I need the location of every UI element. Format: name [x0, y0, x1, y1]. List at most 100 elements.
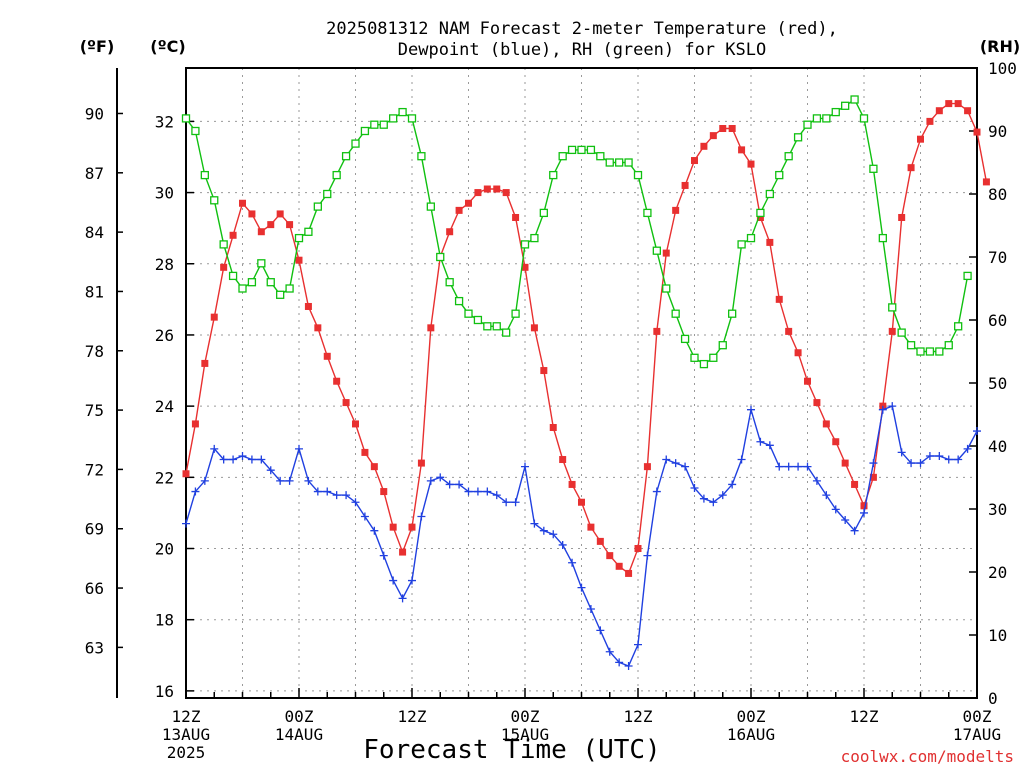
data-point	[718, 341, 727, 350]
data-point	[267, 221, 275, 229]
data-point	[935, 107, 943, 115]
data-point	[549, 530, 558, 539]
data-point	[568, 558, 577, 567]
data-point	[633, 170, 643, 180]
data-point	[624, 158, 633, 167]
data-point	[465, 199, 472, 207]
x-tick-label-line: 00Z	[737, 707, 766, 726]
data-point	[512, 213, 520, 221]
x-tick-label: 12Z 13AUG 2025	[162, 707, 210, 762]
fahrenheit-tick-label: 87	[85, 164, 104, 183]
chart-title-line-1: 2025081312 NAM Forecast 2-meter Temperat…	[326, 19, 838, 39]
data-point	[502, 498, 511, 507]
data-point	[314, 324, 322, 332]
data-point	[257, 228, 265, 236]
data-point	[916, 459, 925, 468]
data-point	[671, 459, 680, 468]
data-point	[859, 114, 869, 123]
data-point	[539, 208, 548, 218]
data-point	[502, 189, 510, 197]
data-point	[182, 470, 190, 478]
fahrenheit-tick-label: 90	[85, 104, 104, 123]
credit-text: coolwx.com/modelts	[841, 747, 1014, 766]
x-tick-label-line: 13AUG	[162, 725, 210, 744]
data-point	[680, 334, 690, 344]
data-point	[898, 213, 906, 221]
data-point	[634, 640, 642, 649]
data-point	[954, 100, 962, 108]
x-tick-label: 00Z 16AUG	[727, 707, 775, 744]
data-point	[587, 523, 595, 531]
data-point	[784, 462, 793, 471]
data-point	[191, 126, 200, 136]
data-point	[351, 498, 360, 507]
data-point	[483, 487, 492, 496]
data-point	[558, 540, 567, 549]
data-point	[229, 455, 238, 464]
data-point	[803, 462, 812, 471]
rh-tick-label: 20	[988, 563, 1007, 582]
data-point	[398, 594, 407, 603]
data-point	[634, 545, 642, 553]
data-point	[719, 125, 727, 133]
grid-lines	[186, 68, 977, 698]
data-point	[426, 476, 435, 485]
data-point	[389, 114, 398, 123]
data-point	[605, 647, 614, 656]
data-point	[408, 576, 416, 585]
data-point	[765, 441, 774, 450]
data-point	[379, 551, 388, 560]
data-point	[520, 240, 530, 249]
data-point	[417, 459, 425, 467]
data-point	[427, 324, 435, 332]
data-point	[812, 476, 821, 485]
data-point	[483, 185, 491, 193]
data-point	[568, 480, 576, 488]
data-point	[370, 463, 378, 471]
data-point	[643, 463, 651, 471]
data-point	[662, 455, 671, 464]
data-point	[341, 152, 351, 161]
data-point	[220, 263, 228, 271]
data-point	[964, 107, 972, 115]
data-point	[248, 210, 256, 218]
data-point	[286, 221, 294, 229]
data-point	[822, 114, 831, 123]
celsius-tick-label: 20	[155, 540, 174, 559]
data-point	[201, 359, 209, 367]
data-point	[784, 152, 793, 161]
data-point	[681, 181, 689, 189]
data-point	[596, 537, 604, 545]
data-point	[464, 487, 473, 496]
x-tick-label-line: 17AUG	[953, 725, 1001, 744]
series-line	[185, 98, 969, 365]
rh-tick-label: 30	[988, 500, 1007, 519]
data-point	[831, 107, 840, 117]
data-point	[521, 462, 529, 471]
data-point	[756, 208, 765, 218]
data-point	[530, 324, 538, 332]
x-tick-label: 00Z 14AUG	[275, 707, 323, 744]
data-point	[850, 526, 859, 535]
series-rh	[181, 95, 972, 369]
x-tick-label-line: 00Z	[285, 707, 314, 726]
data-point	[276, 210, 284, 218]
data-point	[342, 399, 350, 407]
data-point	[785, 327, 793, 335]
data-point	[200, 476, 209, 485]
celsius-tick-label: 18	[155, 611, 174, 630]
rh-tick-label: 70	[988, 248, 1007, 267]
data-point	[737, 240, 746, 249]
data-point	[878, 233, 887, 243]
data-point	[379, 120, 388, 129]
data-point	[370, 526, 379, 535]
data-point	[530, 233, 539, 243]
data-point	[474, 189, 482, 197]
celsius-unit-label: (ºC)	[150, 37, 185, 56]
x-tick-label-line: 00Z	[511, 707, 540, 726]
data-point	[652, 487, 661, 496]
data-point	[690, 353, 699, 362]
data-point	[389, 523, 397, 531]
celsius-tick-label: 16	[155, 682, 174, 701]
